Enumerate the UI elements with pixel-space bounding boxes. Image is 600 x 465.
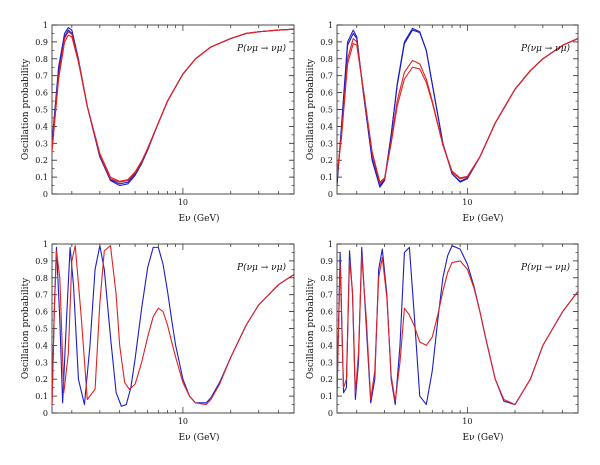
y-tick-label: 0.1	[35, 392, 48, 401]
y-tick-label: 0.7	[320, 72, 333, 81]
chart-panel-top-left: 0 0.1 0.2 0.3 0.4 0.5 0.6 0.7 0.8 0.9 1 10 Eν (GeV) O…	[21, 21, 295, 224]
chart-panel-bottom-left: 0 0.1 0.2 0.3 0.4 0.5 0.6 0.7 0.8 0.9 1 10 Eν (GeV) O…	[21, 240, 295, 443]
y-tick-label: 0.8	[320, 274, 333, 283]
y-tick-label: 0.8	[35, 274, 48, 283]
x-axis-title: Eν (GeV)	[463, 213, 504, 224]
y-tick-label: 0.7	[35, 72, 48, 81]
y-tick-label: 1	[43, 21, 48, 30]
y-tick-label: 0.9	[35, 257, 48, 266]
y-tick-label: 0.7	[35, 291, 48, 300]
y-tick-label: 0.9	[320, 38, 333, 47]
series-line-0	[52, 245, 294, 407]
y-tick-label: 0.5	[320, 106, 333, 115]
y-tick-label: 0.3	[35, 358, 48, 367]
y-axis-title: Oscillation probability	[21, 58, 31, 160]
y-tick-label: 0.1	[320, 173, 333, 182]
y-tick-label: 0.3	[320, 358, 333, 367]
y-tick-label: 0	[43, 409, 48, 418]
y-tick-label: 0.5	[35, 325, 48, 334]
y-tick-label: 0.6	[35, 308, 48, 317]
y-tick-label: 0.8	[35, 55, 48, 64]
y-tick-label: 0.8	[320, 55, 333, 64]
y-tick-label: 0.2	[35, 375, 48, 384]
y-tick-label: 0.4	[35, 341, 48, 350]
y-tick-label: 0.4	[320, 341, 333, 350]
series-line-3	[52, 28, 294, 183]
x-axis-title: Eν (GeV)	[179, 213, 220, 224]
x-tick-label: 10	[462, 198, 472, 207]
y-tick-label: 0	[328, 190, 333, 199]
x-tick-label: 10	[178, 417, 188, 426]
y-tick-label: 0.9	[35, 38, 48, 47]
y-tick-label: 0.4	[35, 122, 48, 131]
y-tick-label: 1	[328, 240, 333, 249]
y-tick-label: 0.6	[320, 89, 333, 98]
y-tick-label: 0.7	[320, 291, 333, 300]
y-tick-label: 0.4	[320, 122, 333, 131]
y-tick-label: 0	[328, 409, 333, 418]
y-tick-label: 0.9	[320, 257, 333, 266]
y-tick-label: 1	[328, 21, 333, 30]
chart-panel-bottom-right: 0 0.1 0.2 0.3 0.4 0.5 0.6 0.7 0.8 0.9 1 10 Eν (GeV) O…	[306, 240, 579, 443]
y-tick-label: 0.1	[35, 173, 48, 182]
y-tick-label: 0.6	[320, 308, 333, 317]
y-tick-label: 0.6	[35, 89, 48, 98]
legend-label: P(νμ → νμ)	[520, 43, 570, 54]
legend-label: P(νμ → νμ)	[236, 43, 286, 54]
series-line-1	[52, 245, 294, 406]
y-tick-label: 0.5	[320, 325, 333, 334]
y-tick-label: 0.2	[35, 156, 48, 165]
x-tick-label: 10	[462, 417, 472, 426]
series-line-1	[337, 255, 578, 406]
y-axis-title: Oscillation probability	[306, 58, 316, 160]
x-tick-label: 10	[178, 198, 188, 207]
y-tick-label: 0.3	[320, 139, 333, 148]
y-tick-label: 0	[43, 190, 48, 199]
chart-panel-top-right: 0 0.1 0.2 0.3 0.4 0.5 0.6 0.7 0.8 0.9 1 10 Eν (GeV) O…	[306, 21, 579, 224]
y-tick-label: 0.1	[320, 392, 333, 401]
y-tick-label: 0.2	[320, 156, 333, 165]
y-tick-label: 1	[43, 240, 48, 249]
y-axis-title: Oscillation probability	[306, 277, 316, 379]
legend-label: P(νμ → νμ)	[236, 262, 286, 273]
series-line-3	[337, 38, 578, 183]
x-axis-title: Eν (GeV)	[179, 432, 220, 443]
x-axis-title: Eν (GeV)	[463, 432, 504, 443]
y-tick-label: 0.2	[320, 375, 333, 384]
legend-label: P(νμ → νμ)	[520, 262, 570, 273]
y-tick-label: 0.3	[35, 139, 48, 148]
y-axis-title: Oscillation probability	[21, 277, 31, 379]
y-tick-label: 0.5	[35, 106, 48, 115]
